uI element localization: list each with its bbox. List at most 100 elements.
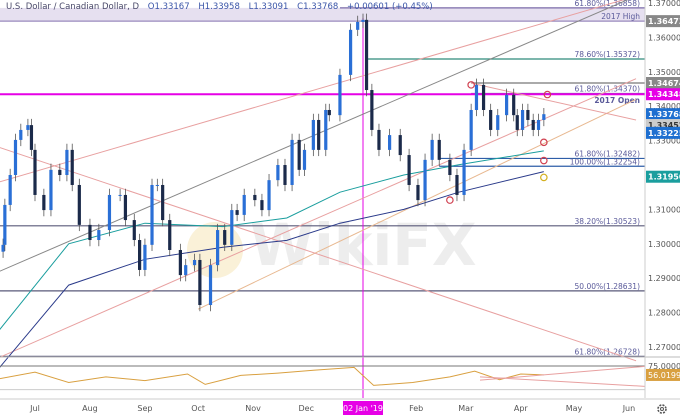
price-axis[interactable]: 1.37000 1.36000 1.35000 1.34000 1.33000 1.310… xyxy=(644,0,680,398)
candle-body xyxy=(77,184,81,225)
oscillator-line xyxy=(0,366,544,386)
candle-body xyxy=(223,230,227,245)
ohlc-high: H1.33958 xyxy=(198,2,240,12)
trendline xyxy=(197,98,637,310)
candle-body xyxy=(161,184,165,221)
oscillator-value-label: 56.0199 xyxy=(648,371,680,380)
price-label-text: 1.33225 xyxy=(648,129,680,138)
level-label: 100.00%(1.32254) xyxy=(570,157,640,166)
candle-body xyxy=(338,74,342,116)
trendline xyxy=(0,0,625,183)
candle-body xyxy=(361,19,365,22)
price-label-text: 1.34348 xyxy=(648,90,680,99)
candle-body xyxy=(496,115,500,130)
resistance-zone xyxy=(0,7,645,22)
pivot-marker xyxy=(540,173,548,182)
highlight-date-label: 02 Jan '19 xyxy=(343,404,383,413)
level-label: 61.80%(1.32482) xyxy=(575,149,641,158)
candle-body xyxy=(520,109,525,130)
candle-body xyxy=(70,149,74,185)
time-tick-label: Nov xyxy=(245,404,261,413)
watermark-emblem xyxy=(187,222,243,278)
trendline xyxy=(0,78,637,358)
price-tick-label: 1.28000 xyxy=(648,309,680,318)
candle-body xyxy=(88,224,92,241)
candle-body xyxy=(290,139,294,185)
level-label: 61.80%(1.36858) xyxy=(575,0,641,8)
candle-body xyxy=(474,84,479,110)
candle-body xyxy=(327,109,331,116)
price-label-text: 1.31950 xyxy=(648,173,680,182)
oscillator-pane xyxy=(0,356,680,391)
candle-body xyxy=(198,259,202,306)
pivot-marker xyxy=(540,138,548,147)
level-label: 2017 High xyxy=(601,12,640,21)
candle-body xyxy=(138,240,142,270)
candle-body xyxy=(260,200,264,211)
candle-body xyxy=(33,149,37,195)
price-label-box xyxy=(646,108,680,121)
moving-average-line xyxy=(0,150,544,330)
symbol-title[interactable]: U.S. Dollar / Canadian Dollar, D xyxy=(6,2,140,12)
candle-body xyxy=(302,149,307,170)
price-tick-label: 1.31000 xyxy=(648,205,680,214)
candle-body xyxy=(448,159,452,175)
candle-body xyxy=(19,129,23,140)
price-label-text: 1.34674 xyxy=(648,79,680,88)
candle-body xyxy=(58,169,62,175)
candle-body xyxy=(515,115,519,130)
candle-body xyxy=(416,184,420,201)
candle-body xyxy=(184,265,188,276)
candle-body xyxy=(1,244,5,252)
candle-body xyxy=(29,125,34,150)
time-tick-label: Jun xyxy=(622,404,636,413)
candle-body xyxy=(387,135,392,150)
ohlc-low: L1.33091 xyxy=(248,2,289,12)
candle-body xyxy=(455,175,459,195)
level-label: 61.80%(1.26728) xyxy=(575,347,641,356)
time-tick-label: Sep xyxy=(137,404,152,413)
fib-levels: 61.80%(1.36858) 2017 High 78.60%(1.35372) 6… xyxy=(0,0,645,398)
time-tick-label: Dec xyxy=(299,404,314,413)
candle-body xyxy=(208,265,213,306)
candle-body xyxy=(364,19,369,91)
time-tick-label: Apr xyxy=(514,404,529,413)
price-tick-label: 1.37000 xyxy=(648,0,680,8)
candle-body xyxy=(97,230,101,241)
candle-body xyxy=(26,125,30,130)
markers xyxy=(446,81,552,204)
pivot-marker xyxy=(446,196,454,204)
time-tick-label: Feb xyxy=(409,404,423,413)
level-label: 61.80%(1.34370) xyxy=(575,84,641,93)
price-tick-label: 1.35000 xyxy=(648,68,680,77)
candle-body xyxy=(437,139,441,160)
oscillator-value-box xyxy=(646,368,680,381)
trendline xyxy=(471,82,637,121)
price-tick-label: 1.27000 xyxy=(648,343,680,352)
candle-body xyxy=(469,109,473,150)
pivot-marker xyxy=(540,156,548,165)
price-tick-label: 1.30000 xyxy=(648,240,680,249)
candle-body xyxy=(377,129,381,150)
price-label-box xyxy=(646,88,680,101)
time-axis[interactable]: Jul Aug Sep Oct Nov Dec Feb Mar Apr May Jun 02 Jan … xyxy=(0,398,680,415)
candle-body xyxy=(150,184,154,245)
candle-body xyxy=(505,94,509,116)
level-label: 2017 Open xyxy=(594,96,640,105)
candle-body xyxy=(297,139,301,170)
gear-icon[interactable] xyxy=(657,404,667,414)
price-label-text: 1.36473 xyxy=(648,17,680,26)
moving-averages xyxy=(0,150,544,368)
candle-body xyxy=(512,94,516,116)
candle-body xyxy=(42,194,46,211)
candle-body xyxy=(107,194,112,231)
oscillator-trendline xyxy=(479,376,646,387)
time-tick-label: May xyxy=(566,404,583,413)
candle-body xyxy=(143,244,147,270)
candle-body xyxy=(253,194,257,201)
candle-body xyxy=(536,119,541,130)
candle-body xyxy=(370,90,374,130)
trendline xyxy=(0,147,637,362)
candle-body xyxy=(178,249,182,276)
